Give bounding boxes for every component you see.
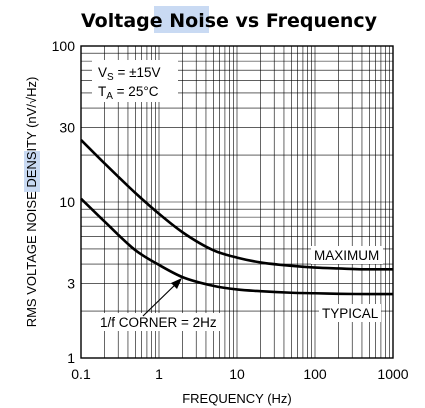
chart-title: Voltage Noise vs Frequency <box>81 6 378 33</box>
series-line-maximum <box>80 138 393 271</box>
series-line-typical <box>80 197 393 296</box>
corner-annotation: 1/f CORNER = 2Hz <box>97 278 223 331</box>
y-axis-label: RMS VOLTAGE NOISE DENSITY (nV/√Hz) <box>24 77 40 328</box>
x-tick-labels: 0.1 1 10 100 1000 <box>71 366 409 382</box>
y-tick-label: 10 <box>59 194 75 210</box>
series-label-background <box>319 304 381 322</box>
x-tick-label: 0.1 <box>71 366 91 382</box>
ylabel-part-2: NOISE <box>24 191 39 232</box>
ylabel-part-1: RMS VOLTAGE <box>24 232 39 328</box>
ylabel-highlight <box>24 151 40 192</box>
y-tick-labels: 1 3 10 30 100 <box>52 38 76 366</box>
x-tick-label: 1000 <box>377 366 408 382</box>
x-tick-label: 10 <box>229 366 245 382</box>
y-tick-label: 3 <box>67 276 75 292</box>
annotation-arrow-head <box>171 278 182 289</box>
series-labels: MAXIMUM TYPICAL <box>311 246 383 322</box>
title-part-3: vs Frequency <box>229 10 378 32</box>
y-tick-label: 1 <box>67 350 75 366</box>
annotation-arrow-line <box>142 280 180 317</box>
annotation-text: 1/f CORNER = 2Hz <box>100 315 217 330</box>
svg-text:RMS VOLTAGE NOISE DENSITY (nV/: RMS VOLTAGE NOISE DENSITY (nV/√Hz) <box>24 77 39 328</box>
ylabel-part-3: DENSITY (nV/√Hz) <box>24 77 39 192</box>
plot-frame <box>80 45 394 359</box>
conditions-background <box>92 60 178 102</box>
series-label-background <box>311 246 383 264</box>
x-tick-label: 1 <box>155 366 163 382</box>
x-axis-label: FREQUENCY (Hz) <box>182 391 292 406</box>
title-highlight <box>154 6 209 33</box>
title-part-1: Voltage <box>81 10 169 32</box>
conditions: VS = ±15V TA = 25°C <box>92 60 178 102</box>
condition-temperature: TA = 25°C <box>98 84 159 102</box>
annotation-background <box>97 313 223 331</box>
series-label-maximum: MAXIMUM <box>314 248 379 263</box>
svg-text:Voltage Noise vs Frequency: Voltage Noise vs Frequency <box>81 10 378 32</box>
series-label-typical: TYPICAL <box>322 306 379 321</box>
title-part-2: Noise <box>169 10 229 32</box>
x-tick-label: 100 <box>303 366 327 382</box>
condition-supply: VS = ±15V <box>98 65 161 83</box>
y-tick-label: 30 <box>59 120 75 136</box>
y-tick-label: 100 <box>52 38 76 54</box>
series-lines <box>80 138 393 296</box>
